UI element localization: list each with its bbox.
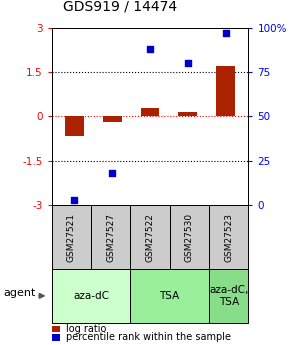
Bar [178, 112, 197, 116]
Bar [103, 116, 122, 122]
Text: GSM27530: GSM27530 [185, 213, 194, 262]
Text: aza-dC: aza-dC [73, 291, 109, 301]
Text: aza-dC,
TSA: aza-dC, TSA [209, 285, 248, 307]
Point [223, 30, 228, 36]
Text: percentile rank within the sample: percentile rank within the sample [66, 333, 231, 342]
Text: GSM27521: GSM27521 [67, 213, 76, 262]
Text: agent: agent [3, 288, 35, 298]
Bar [141, 108, 159, 116]
Bar [65, 116, 84, 136]
Point [148, 46, 152, 52]
Text: GDS919 / 14474: GDS919 / 14474 [63, 0, 178, 14]
Point [110, 170, 115, 176]
Text: GSM27527: GSM27527 [106, 213, 115, 262]
Text: GSM27522: GSM27522 [145, 213, 155, 262]
Text: log ratio: log ratio [66, 324, 106, 334]
Point [185, 60, 190, 66]
Point [72, 197, 77, 203]
Text: TSA: TSA [160, 291, 180, 301]
Text: GSM27523: GSM27523 [224, 213, 233, 262]
Bar [216, 66, 235, 116]
